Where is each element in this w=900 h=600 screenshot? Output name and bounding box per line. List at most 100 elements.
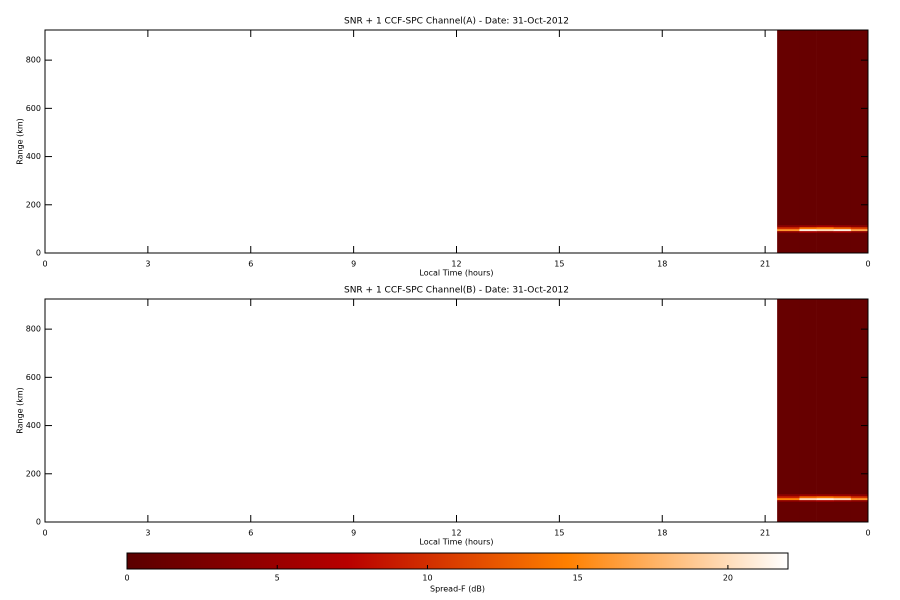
- x-tick-label: 0: [42, 260, 47, 269]
- heatmap-cell: [799, 30, 817, 226]
- y-tick-label: 600: [26, 104, 41, 113]
- x-tick-label: 6: [248, 529, 253, 538]
- x-tick-label: 15: [554, 260, 564, 269]
- x-tick-label: 0: [42, 529, 47, 538]
- heatmap-cell: [799, 226, 817, 230]
- heatmap-cell: [777, 232, 800, 254]
- heatmap-cell: [833, 499, 852, 502]
- heatmap-cell: [850, 501, 869, 523]
- heatmap-cell: [799, 230, 817, 233]
- heatmap-cell: [777, 501, 800, 523]
- x-tick-label: 12: [451, 529, 461, 538]
- y-tick-label: 400: [26, 152, 41, 161]
- y-tick-label: 200: [26, 200, 41, 209]
- heatmap-cell: [850, 497, 869, 501]
- colorbar-tick-label: 10: [422, 574, 432, 583]
- colorbar-tick-label: 0: [124, 574, 129, 583]
- heatmap-cell: [777, 30, 800, 226]
- heatmap-cell: [850, 226, 869, 230]
- heatmap-cell: [833, 228, 852, 232]
- y-tick-label: 400: [26, 421, 41, 430]
- heatmap-cell: [816, 225, 835, 228]
- heatmap-cell: [816, 30, 835, 226]
- heatmap-cell: [850, 494, 869, 497]
- heatmap-cell: [850, 299, 869, 495]
- heatmap-cell: [777, 226, 800, 230]
- heatmap-cell: [816, 230, 835, 233]
- heatmap-cell: [799, 232, 817, 254]
- y-axis-label: Range (km): [16, 387, 25, 434]
- heatmap-cell: [816, 299, 835, 495]
- heatmap-cell: [799, 225, 817, 228]
- chart-title: SNR + 1 CCF-SPC Channel(A) - Date: 31-Oc…: [344, 17, 569, 27]
- y-tick-label: 200: [26, 469, 41, 478]
- heatmap-cell: [816, 232, 835, 254]
- heatmap-cell: [850, 30, 869, 226]
- y-tick-label: 0: [36, 518, 41, 527]
- colorbar-label: Spread-F (dB): [430, 585, 485, 594]
- y-tick-label: 0: [36, 249, 41, 258]
- heatmap-cell: [850, 232, 869, 254]
- heatmap-cell: [833, 226, 852, 230]
- x-tick-label: 21: [760, 529, 770, 538]
- heatmap-cell: [816, 499, 835, 502]
- heatmap-cell: [777, 299, 800, 495]
- colorbar-tick-label: 5: [275, 574, 280, 583]
- heatmap-cell: [816, 226, 835, 230]
- heatmap-cell: [799, 501, 817, 523]
- heatmap-cell: [833, 225, 852, 228]
- colorbar-tick-label: 15: [573, 574, 583, 583]
- x-tick-label: 3: [145, 260, 150, 269]
- heatmap-cell: [799, 497, 817, 501]
- heatmap-cell: [833, 30, 852, 226]
- heatmap-cell: [816, 494, 835, 497]
- x-tick-label: 6: [248, 260, 253, 269]
- x-axis-label: Local Time (hours): [419, 269, 493, 278]
- heatmap-cell: [777, 499, 800, 502]
- x-tick-label: 12: [451, 260, 461, 269]
- y-tick-label: 600: [26, 373, 41, 382]
- x-tick-label: 15: [554, 529, 564, 538]
- heatmap-cell: [777, 497, 800, 501]
- heatmap-cell: [850, 225, 869, 228]
- y-axis-label: Range (km): [16, 118, 25, 165]
- heatmap-cell: [833, 494, 852, 497]
- colorbar-tick-label: 20: [723, 574, 733, 583]
- heatmap-cell: [833, 495, 852, 499]
- heatmap-cell: [777, 494, 800, 497]
- x-tick-label: 9: [351, 260, 356, 269]
- heatmap-cell: [833, 501, 852, 523]
- heatmap-cell: [833, 232, 852, 254]
- plot-frame: [44, 298, 869, 523]
- y-tick-label: 800: [26, 325, 41, 334]
- x-tick-label: 9: [351, 529, 356, 538]
- heatmap-cell: [850, 495, 869, 499]
- heatmap-cell: [799, 495, 817, 499]
- heatmap-cell: [850, 499, 869, 502]
- heatmap-cell: [799, 494, 817, 497]
- heatmap-cell: [777, 495, 800, 499]
- heatmap-cell: [833, 299, 852, 495]
- heatmap-cell: [799, 299, 817, 495]
- heatmap-cell: [850, 228, 869, 232]
- heatmap-cell: [816, 501, 835, 523]
- heatmap-cell: [777, 230, 800, 233]
- heatmap-cell: [777, 228, 800, 232]
- x-axis-label: Local Time (hours): [419, 538, 493, 547]
- x-tick-label: 3: [145, 529, 150, 538]
- x-tick-label: 18: [657, 260, 667, 269]
- x-tick-label: 18: [657, 529, 667, 538]
- heatmap-cell: [833, 497, 852, 501]
- heatmap-cell: [850, 230, 869, 233]
- heatmap-cell: [816, 228, 835, 232]
- colorbar: [126, 552, 789, 570]
- y-tick-label: 800: [26, 56, 41, 65]
- heatmap-cell: [777, 225, 800, 228]
- heatmap-cell: [833, 230, 852, 233]
- x-tick-label: 0: [865, 529, 870, 538]
- x-tick-label: 0: [865, 260, 870, 269]
- chart-title: SNR + 1 CCF-SPC Channel(B) - Date: 31-Oc…: [344, 286, 569, 296]
- heatmap-cell: [799, 228, 817, 232]
- heatmap-cell: [816, 497, 835, 501]
